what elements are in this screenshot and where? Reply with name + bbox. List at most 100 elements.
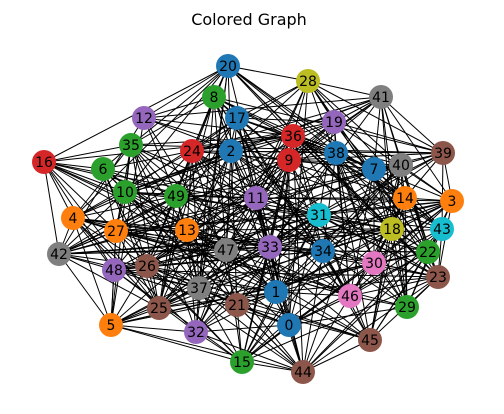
node-label-27: 27: [107, 224, 125, 240]
node-10: 10: [113, 180, 137, 204]
node-label-8: 8: [210, 90, 219, 106]
edge-28-40: [307, 80, 402, 166]
node-circle-23: [426, 265, 450, 289]
node-14: 14: [393, 186, 417, 210]
node-label-44: 44: [294, 365, 312, 381]
node-circle-42: [47, 242, 71, 266]
node-label-49: 49: [167, 189, 185, 205]
edge-28-47: [225, 80, 309, 251]
edge-34-40: [322, 164, 402, 252]
node-label-21: 21: [228, 298, 246, 314]
edge-16-42: [43, 161, 60, 255]
node-circle-0: [277, 313, 301, 337]
node-circle-49: [164, 184, 188, 208]
node-circle-15: [230, 350, 254, 374]
node-label-39: 39: [434, 146, 452, 162]
node-48: 48: [102, 258, 126, 282]
node-label-11: 11: [247, 191, 265, 207]
edge-8-12: [143, 96, 215, 119]
edge-8-46: [213, 96, 351, 297]
node-label-3: 3: [448, 194, 457, 210]
edge-4-13: [72, 217, 188, 231]
node-label-31: 31: [310, 208, 328, 224]
edge-21-44: [236, 304, 304, 373]
node-31: 31: [307, 203, 331, 227]
node-40: 40: [389, 153, 413, 177]
node-30: 30: [362, 251, 386, 275]
edge-37-42: [58, 253, 200, 289]
node-circle-26: [135, 254, 159, 278]
node-circle-8: [202, 85, 226, 109]
edge-0-31: [288, 214, 320, 326]
edge-16-35: [43, 144, 132, 163]
node-label-40: 40: [392, 158, 410, 174]
node-label-26: 26: [138, 259, 156, 275]
node-circle-41: [369, 85, 393, 109]
edge-16-25: [43, 161, 160, 309]
node-34: 34: [311, 239, 335, 263]
edge-25-42: [58, 253, 160, 309]
node-label-32: 32: [187, 325, 205, 341]
node-label-33: 33: [261, 240, 279, 256]
edge-19-24: [191, 121, 335, 152]
node-label-30: 30: [365, 256, 383, 272]
edge-31-46: [318, 214, 351, 297]
edge-5-11: [110, 197, 257, 326]
node-label-38: 38: [327, 146, 345, 162]
node-9: 9: [277, 148, 301, 172]
edge-18-41: [380, 96, 393, 230]
edge-12-20: [143, 65, 229, 119]
node-circle-48: [102, 258, 126, 282]
node-35: 35: [119, 133, 143, 157]
edge-32-36: [195, 135, 294, 333]
node-12: 12: [132, 106, 156, 130]
node-circle-13: [175, 218, 199, 242]
edge-36-44: [292, 135, 304, 373]
node-27: 27: [104, 219, 128, 243]
node-label-45: 45: [361, 333, 379, 349]
edge-15-48: [113, 269, 243, 363]
edge-20-28: [227, 65, 309, 82]
edge-9-32: [195, 159, 290, 333]
node-18: 18: [380, 217, 404, 241]
node-43: 43: [430, 217, 454, 241]
edge-5-32: [110, 324, 197, 333]
node-circle-22: [416, 240, 440, 264]
node-label-7: 7: [370, 162, 379, 178]
edge-26-42: [58, 253, 148, 267]
edge-42-47: [58, 249, 227, 255]
node-circle-33: [258, 235, 282, 259]
edge-26-49: [146, 195, 177, 267]
node-label-1: 1: [272, 285, 281, 301]
edge-17-28: [236, 80, 309, 119]
node-label-19: 19: [325, 115, 343, 131]
edge-33-41: [269, 96, 382, 248]
edge-42-43: [58, 228, 443, 255]
node-3: 3: [440, 189, 464, 213]
node-7: 7: [362, 157, 386, 181]
node-16: 16: [32, 150, 56, 174]
node-label-37: 37: [190, 281, 208, 297]
node-22: 22: [416, 240, 440, 264]
edge-24-36: [191, 135, 294, 152]
edge-5-31: [110, 214, 320, 326]
edge-16-27: [43, 161, 117, 232]
node-circle-21: [225, 293, 249, 317]
edge-24-37: [191, 150, 200, 289]
edge-22-46: [349, 251, 429, 297]
node-circle-31: [307, 203, 331, 227]
node-label-29: 29: [398, 300, 416, 316]
node-28: 28: [296, 69, 320, 93]
edge-21-24: [191, 150, 238, 306]
edge-17-49: [175, 117, 238, 197]
edge-47-48: [113, 249, 227, 271]
node-29: 29: [395, 295, 419, 319]
node-label-10: 10: [116, 185, 134, 201]
node-41: 41: [369, 85, 393, 109]
edge-17-19: [236, 117, 335, 123]
edge-32-33: [195, 246, 271, 333]
node-circle-45: [358, 328, 382, 352]
edge-28-41: [307, 80, 382, 98]
node-44: 44: [291, 360, 315, 384]
